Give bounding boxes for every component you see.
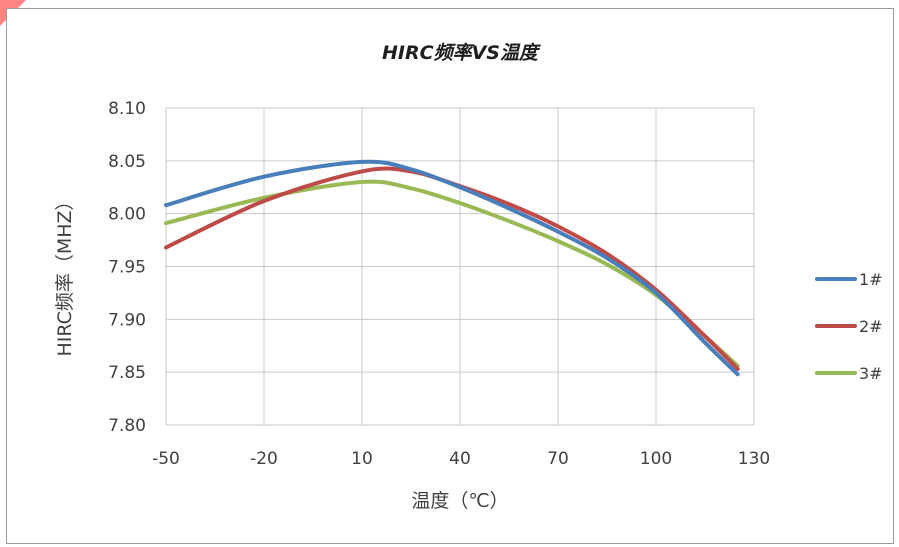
series-line-3 (164, 179, 740, 368)
legend-label-2: 2# (859, 317, 883, 336)
legend-label-1: 1# (859, 270, 883, 289)
x-tick-label: 130 (738, 449, 770, 469)
x-tick-label: 100 (640, 449, 672, 469)
x-tick-label: -20 (250, 449, 278, 469)
legend: 1# 2# 3# (815, 270, 883, 383)
y-tick-label: 8.10 (108, 99, 146, 119)
legend-label-3: 3# (859, 364, 883, 383)
chart-frame: 7.80 7.85 7.90 7.95 8.00 8.05 8.10 -50 -20 10 40 7… (6, 8, 894, 544)
series-lines (164, 159, 740, 377)
x-axis-title: 温度（℃） (411, 490, 508, 512)
x-tick-labels: -50 -20 10 40 70 100 130 (152, 449, 770, 469)
x-tick-label: -50 (152, 449, 180, 469)
y-tick-label: 7.95 (108, 258, 146, 278)
y-tick-labels: 7.80 7.85 7.90 7.95 8.00 8.05 8.10 (108, 99, 146, 436)
x-tick-label: 70 (547, 449, 569, 469)
series-line-2 (164, 166, 740, 371)
x-tick-label: 10 (351, 449, 373, 469)
x-tick-label: 40 (449, 449, 471, 469)
y-tick-label: 7.80 (108, 416, 146, 436)
y-tick-label: 8.00 (108, 205, 146, 225)
chart-title: HIRC频率VS温度 (382, 42, 541, 64)
series-line-1 (164, 159, 740, 377)
y-tick-label: 7.90 (108, 310, 146, 330)
y-tick-label: 8.05 (108, 152, 146, 172)
y-tick-label: 7.85 (108, 363, 146, 383)
grid-lines (165, 107, 755, 426)
y-axis-title: HIRC频率（MHZ） (54, 191, 76, 356)
line-chart: 7.80 7.85 7.90 7.95 8.00 8.05 8.10 -50 -20 10 40 7… (54, 42, 883, 512)
